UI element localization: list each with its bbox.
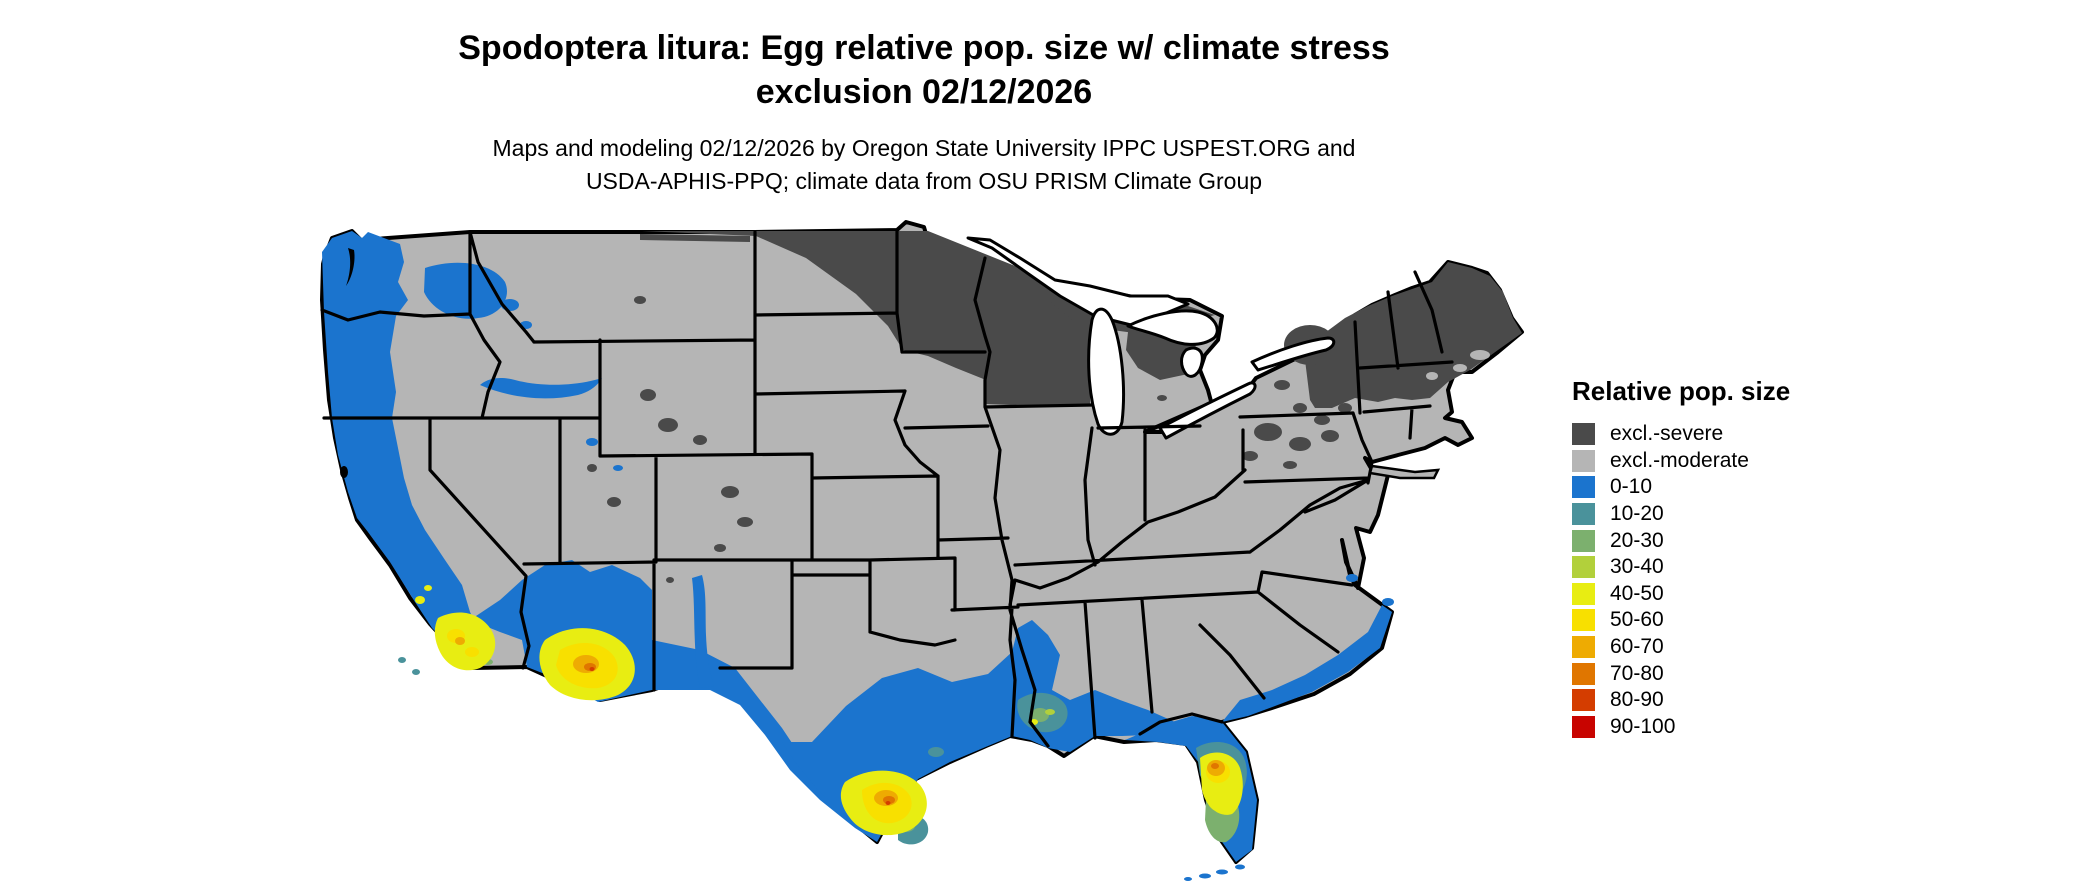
legend-swatch — [1572, 609, 1595, 632]
legend-item-label: 30-40 — [1610, 555, 1664, 579]
legend-item: 50-60 — [1572, 607, 1790, 634]
legend-swatch — [1572, 503, 1595, 526]
lake-superior — [966, 236, 1190, 328]
legend-item-label: 70-80 — [1610, 661, 1664, 685]
legend-item-label: 50-60 — [1610, 608, 1664, 632]
lake-ontario — [1250, 336, 1336, 372]
legend-swatch — [1572, 476, 1595, 499]
legend-item: 80-90 — [1572, 687, 1790, 714]
legend-swatch — [1572, 423, 1595, 446]
figure-subtitle: Maps and modeling 02/12/2026 by Oregon S… — [492, 135, 1356, 194]
legend-item: excl.-severe — [1572, 421, 1790, 448]
figure-title: Spodoptera litura: Egg relative pop. siz… — [458, 29, 1390, 111]
legend-item: 30-40 — [1572, 554, 1790, 581]
legend-item-label: 0-10 — [1610, 475, 1653, 499]
legend-items: excl.-severe excl.-moderate 0-10 10-20 20-30… — [1572, 421, 1790, 740]
legend: Relative pop. size excl.-severe excl.-mod… — [1572, 376, 1790, 740]
legend-item: 0-10 — [1572, 474, 1790, 501]
legend-swatch — [1572, 636, 1595, 659]
san-francisco-bay — [340, 466, 348, 478]
legend-item-label: excl.-severe — [1610, 422, 1724, 446]
legend-swatch — [1572, 449, 1595, 472]
lake-huron — [1126, 309, 1219, 346]
legend-item: 70-80 — [1572, 660, 1790, 687]
legend-swatch — [1572, 662, 1595, 685]
legend-item: excl.-moderate — [1572, 448, 1790, 475]
legend-item-label: 20-30 — [1610, 528, 1664, 552]
legend-swatch — [1572, 529, 1595, 552]
legend-item: 60-70 — [1572, 634, 1790, 661]
legend-swatch — [1572, 715, 1595, 738]
legend-item-label: 40-50 — [1610, 581, 1664, 605]
legend-item-label: excl.-moderate — [1610, 448, 1749, 472]
legend-item-label: 10-20 — [1610, 502, 1664, 526]
legend-item-label: 90-100 — [1610, 714, 1676, 738]
lake-erie — [1158, 381, 1257, 440]
legend-swatch — [1572, 689, 1595, 712]
legend-item: 90-100 — [1572, 714, 1790, 741]
long-island — [1368, 464, 1441, 480]
great-lakes — [966, 236, 1336, 440]
legend-swatch — [1572, 582, 1595, 605]
state-borders — [320, 228, 1454, 748]
legend-item-label: 80-90 — [1610, 688, 1664, 712]
region-excl-moderate-speckles — [1426, 350, 1490, 380]
figure-header: Spodoptera litura: Egg relative pop. siz… — [324, 26, 1524, 198]
puget-sound — [346, 248, 355, 286]
legend-item-label: 60-70 — [1610, 635, 1664, 659]
region-60-90 — [455, 637, 1225, 806]
lake-michigan — [1087, 307, 1126, 436]
legend-item: 10-20 — [1572, 501, 1790, 528]
legend-item: 40-50 — [1572, 581, 1790, 608]
legend-item: 20-30 — [1572, 527, 1790, 554]
saginaw-bay — [1180, 346, 1204, 378]
legend-swatch — [1572, 556, 1595, 579]
legend-title: Relative pop. size — [1572, 376, 1791, 406]
